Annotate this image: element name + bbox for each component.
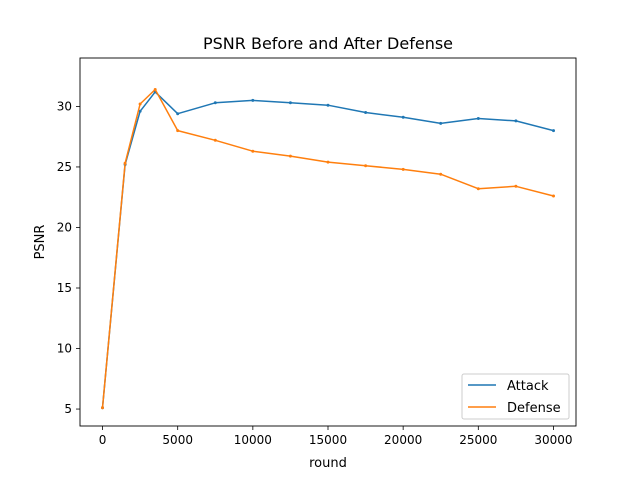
x-tick-label: 5000 [162, 433, 193, 447]
y-tick-label: 5 [64, 402, 72, 416]
x-axis-ticks: 0 5000 10000 15000 20000 25000 30000 [99, 426, 573, 447]
y-tick-label: 30 [57, 99, 72, 113]
chart-title: PSNR Before and After Defense [203, 34, 453, 53]
series-point-attack [213, 101, 217, 105]
x-tick-label: 0 [99, 433, 107, 447]
series-point-defense [138, 102, 142, 106]
y-tick-label: 15 [57, 281, 72, 295]
series-point-defense [401, 167, 405, 171]
series-point-attack [138, 109, 142, 113]
series-point-attack [364, 111, 368, 114]
legend-label-defense: Defense [507, 401, 561, 416]
series-point-defense [326, 160, 330, 164]
series-point-attack [326, 103, 330, 107]
y-tick-label: 25 [57, 160, 72, 174]
series-point-attack [552, 129, 555, 133]
series-point-attack [401, 115, 405, 119]
y-tick-label: 20 [57, 220, 72, 234]
series-point-defense [439, 172, 443, 176]
series-point-attack [514, 119, 518, 123]
series-point-attack [251, 98, 255, 102]
series-point-defense [153, 88, 157, 91]
x-tick-label: 30000 [534, 433, 572, 447]
series-point-attack [439, 121, 443, 125]
series-point-defense [213, 138, 217, 142]
plot-frame [79, 57, 577, 427]
series-layer [101, 88, 555, 410]
series-point-defense [123, 161, 127, 165]
x-tick-label: 20000 [384, 433, 422, 447]
series-point-attack [476, 117, 480, 120]
x-tick-label: 25000 [459, 433, 497, 447]
series-point-defense [514, 184, 518, 188]
series-point-defense [288, 154, 292, 158]
plot-area [80, 58, 576, 426]
x-tick-label: 15000 [309, 433, 347, 447]
series-point-defense [101, 406, 104, 410]
y-axis-label: PSNR [33, 225, 48, 260]
series-point-defense [552, 194, 555, 198]
series-point-defense [364, 164, 368, 168]
y-tick-label: 10 [57, 342, 72, 356]
y-axis-ticks: 5 10 15 20 25 30 [57, 99, 80, 416]
x-tick-label: 10000 [234, 433, 272, 447]
series-point-defense [176, 129, 180, 133]
series-point-defense [476, 187, 480, 191]
series-point-defense [251, 149, 255, 153]
x-axis-label: round [309, 456, 347, 471]
series-point-attack [176, 112, 180, 116]
legend: Attack Defense [461, 373, 570, 420]
legend-label-attack: Attack [507, 379, 549, 394]
series-point-attack [288, 101, 292, 105]
